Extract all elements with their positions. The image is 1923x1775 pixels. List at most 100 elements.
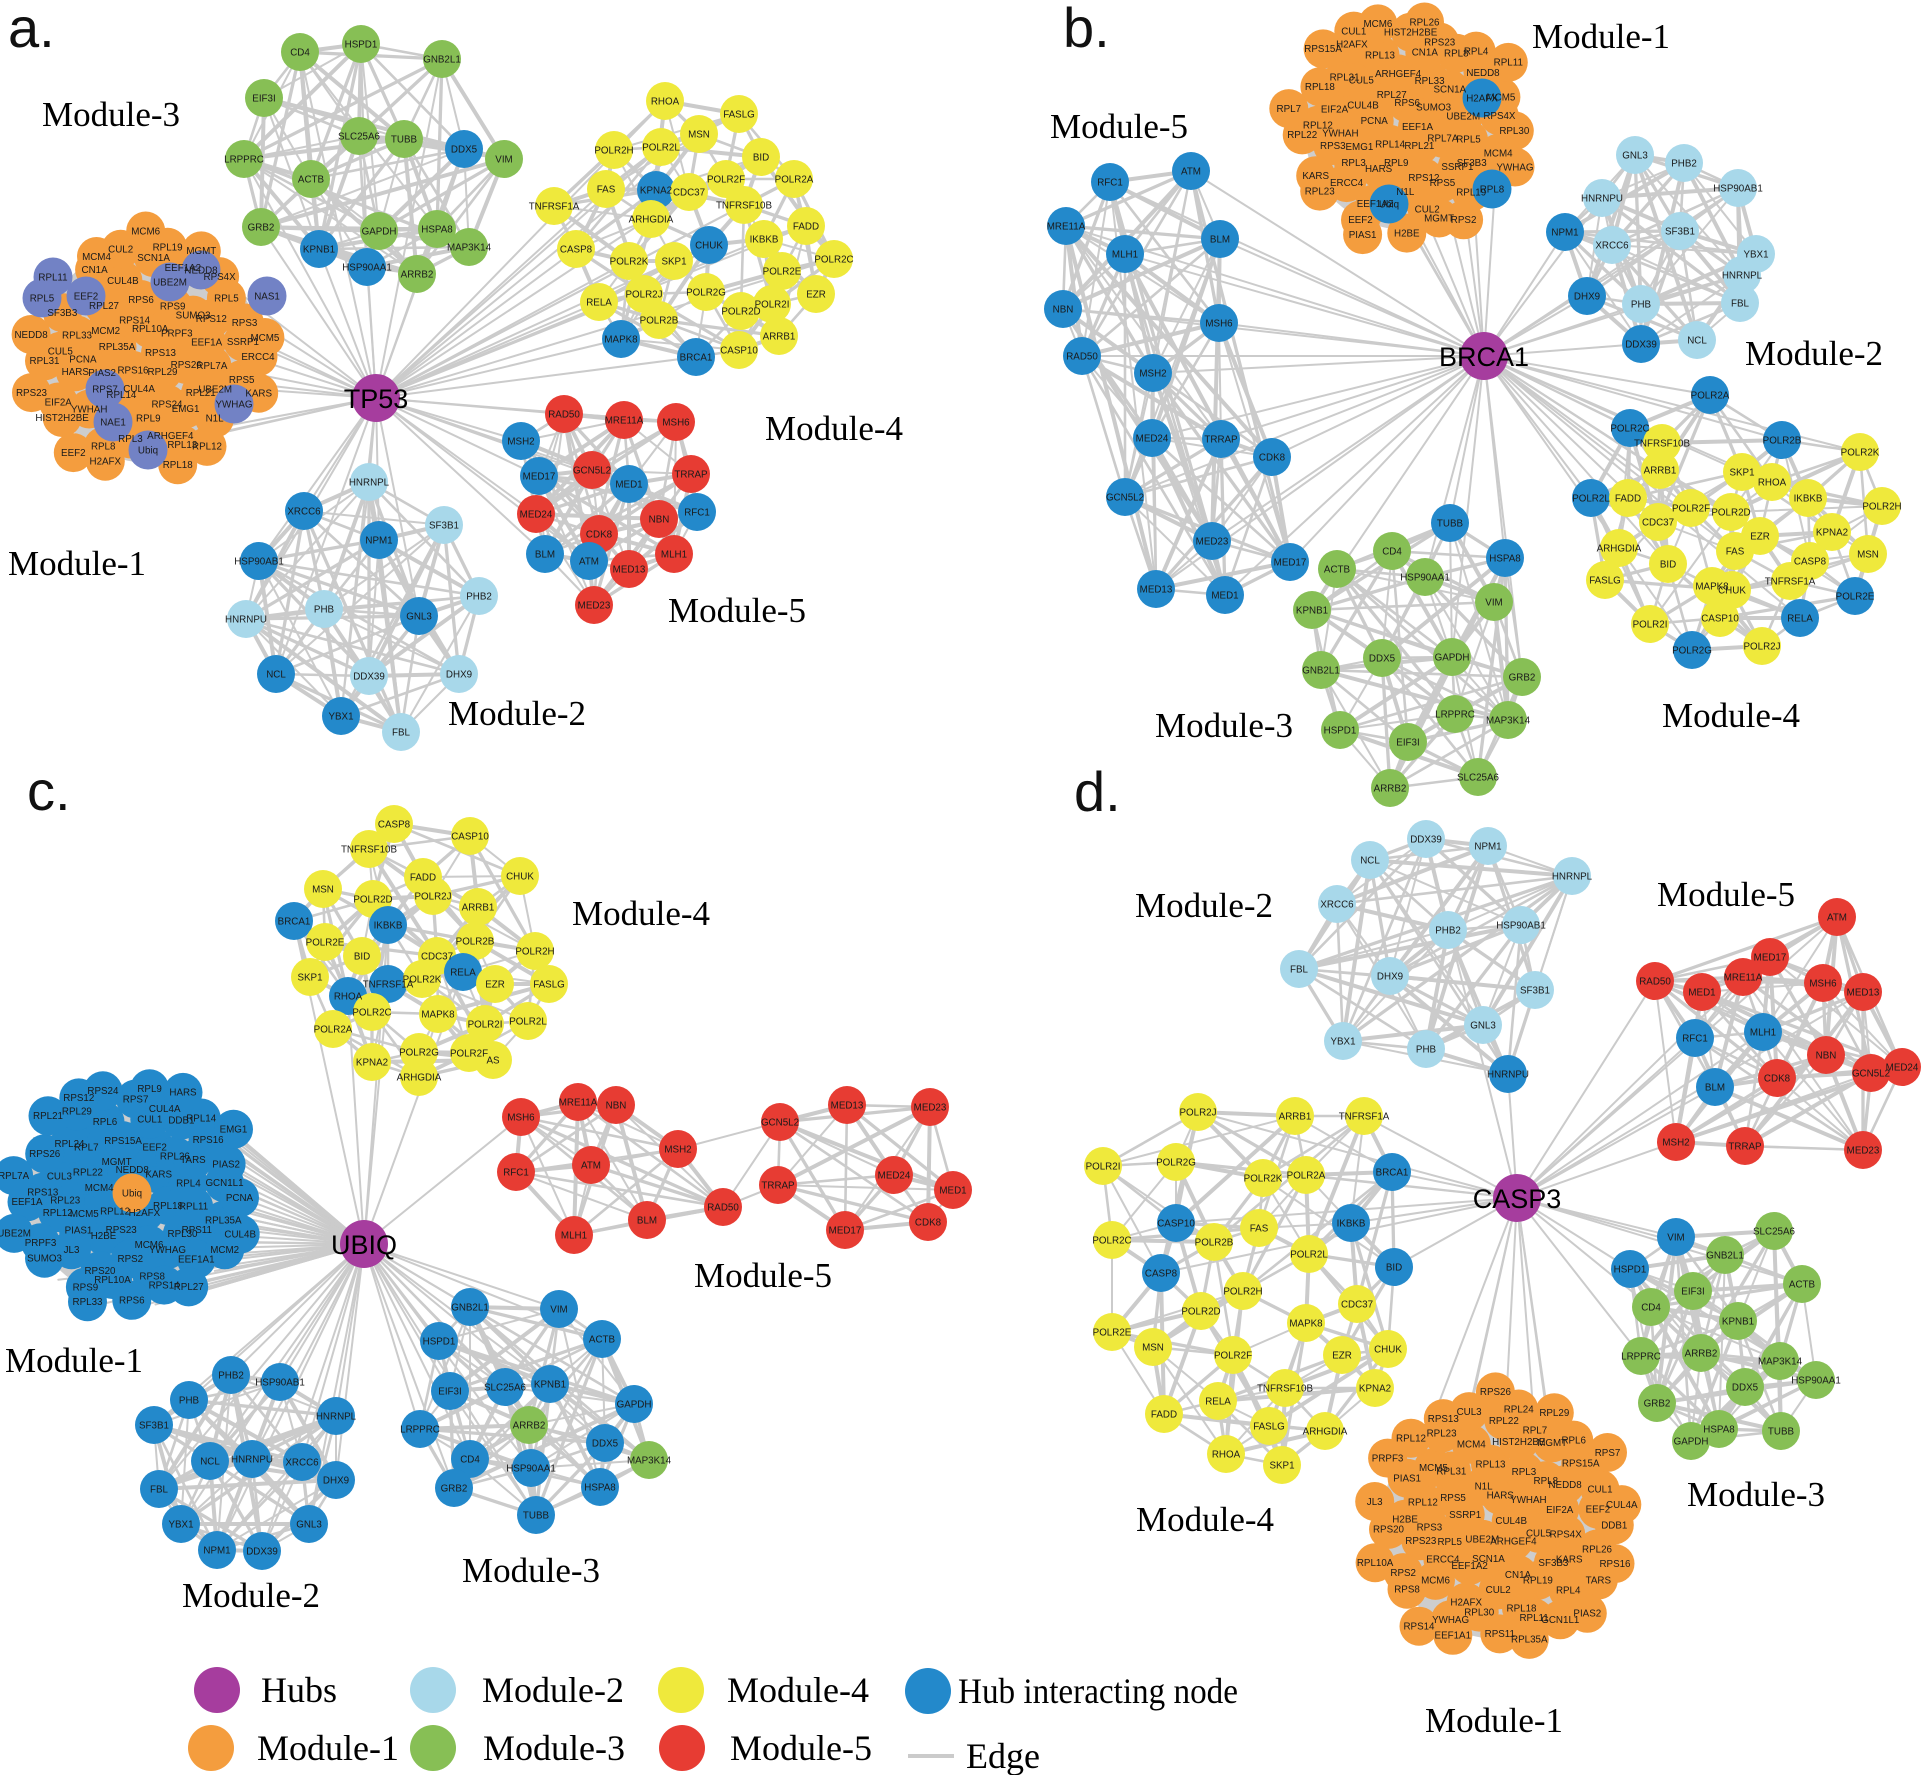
svg-text:DDX5: DDX5 (451, 144, 478, 155)
svg-text:MLH1: MLH1 (661, 549, 687, 560)
svg-text:PIAS1: PIAS1 (1349, 230, 1377, 241)
svg-text:MLH1: MLH1 (561, 1230, 587, 1241)
svg-text:CDK8: CDK8 (1259, 452, 1286, 463)
svg-text:HSP90AA1: HSP90AA1 (506, 1463, 556, 1474)
svg-text:POLR2H: POLR2H (1223, 1286, 1262, 1297)
svg-text:VIM: VIM (1485, 597, 1502, 608)
svg-text:MED24: MED24 (878, 1170, 911, 1181)
svg-text:MAP3K14: MAP3K14 (1486, 715, 1531, 726)
svg-text:CASP3: CASP3 (1473, 1184, 1562, 1214)
svg-text:TRRAP: TRRAP (1204, 434, 1238, 445)
svg-text:CUL5: CUL5 (1526, 1529, 1552, 1540)
svg-text:FASLG: FASLG (1253, 1421, 1285, 1432)
svg-text:NBN: NBN (606, 1100, 627, 1111)
svg-text:UBE2M: UBE2M (1446, 112, 1480, 123)
svg-text:KPNA2: KPNA2 (356, 1057, 388, 1068)
svg-text:XRCC6: XRCC6 (1320, 899, 1354, 910)
svg-text:DDX39: DDX39 (1625, 339, 1657, 350)
svg-text:H2AFX: H2AFX (1466, 93, 1498, 104)
svg-text:POLR2K: POLR2K (403, 974, 442, 985)
svg-text:YWHAH: YWHAH (71, 404, 107, 415)
svg-text:GAPDH: GAPDH (1674, 1436, 1709, 1447)
svg-text:ARRB2: ARRB2 (1374, 783, 1407, 794)
svg-text:BID: BID (753, 152, 769, 163)
svg-text:CHUK: CHUK (506, 871, 534, 882)
svg-text:ERCC4: ERCC4 (241, 352, 275, 363)
svg-text:RPL9: RPL9 (1384, 158, 1409, 169)
svg-text:EEF1A: EEF1A (1402, 122, 1434, 133)
svg-text:KPNA2: KPNA2 (1816, 527, 1848, 538)
svg-text:RPL30: RPL30 (1464, 1607, 1495, 1618)
svg-text:CASP10: CASP10 (1157, 1218, 1195, 1229)
svg-text:RPL33: RPL33 (62, 330, 93, 341)
svg-text:CUL4B: CUL4B (107, 276, 139, 287)
svg-text:NEDD8: NEDD8 (184, 265, 218, 276)
svg-text:GCN5L2: GCN5L2 (1852, 1068, 1890, 1079)
svg-text:POLR2E: POLR2E (1836, 591, 1875, 602)
svg-text:SF3B3: SF3B3 (47, 308, 78, 319)
svg-text:RPL7A: RPL7A (0, 1171, 30, 1182)
svg-text:CUL1: CUL1 (1341, 26, 1366, 37)
svg-text:POLR2E: POLR2E (306, 937, 345, 948)
svg-text:YBX1: YBX1 (1330, 1036, 1355, 1047)
svg-text:EEF1A: EEF1A (11, 1197, 43, 1208)
svg-text:POLR2C: POLR2C (352, 1007, 391, 1018)
svg-text:RPS15A: RPS15A (1562, 1459, 1600, 1470)
svg-text:RPS16: RPS16 (117, 366, 149, 377)
svg-text:d.: d. (1074, 760, 1121, 823)
svg-text:ERCC4: ERCC4 (1426, 1555, 1460, 1566)
svg-text:Module-5: Module-5 (1050, 107, 1188, 146)
svg-text:RPL8: RPL8 (1480, 184, 1505, 195)
svg-text:MCM5: MCM5 (250, 333, 279, 344)
svg-text:IKBKB: IKBKB (1337, 1218, 1366, 1229)
svg-text:HIST2H2BE: HIST2H2BE (1492, 1437, 1546, 1448)
svg-text:PRPF3: PRPF3 (161, 328, 193, 339)
svg-text:LRPPRC: LRPPRC (400, 1424, 440, 1435)
svg-text:EMG1: EMG1 (172, 404, 200, 415)
svg-text:CUL4B: CUL4B (1495, 1516, 1527, 1527)
svg-text:TNFRSF1A: TNFRSF1A (1339, 1111, 1390, 1122)
svg-text:H2AFX: H2AFX (1450, 1597, 1482, 1608)
svg-text:RPS20: RPS20 (84, 1266, 116, 1277)
svg-text:HSPA8: HSPA8 (1703, 1424, 1735, 1435)
svg-text:Module-3: Module-3 (1687, 1475, 1825, 1514)
svg-text:KARS: KARS (145, 1169, 172, 1180)
svg-text:RPL11: RPL11 (1494, 58, 1523, 69)
svg-text:SLC25A6: SLC25A6 (338, 131, 380, 142)
svg-text:POLR2E: POLR2E (1093, 1327, 1132, 1338)
svg-text:RPS2: RPS2 (1451, 215, 1477, 226)
svg-text:FBL: FBL (392, 727, 411, 738)
svg-text:RPL19: RPL19 (1456, 187, 1486, 198)
svg-text:Ubiq: Ubiq (138, 445, 158, 456)
svg-text:Module-2: Module-2 (482, 1670, 624, 1710)
svg-text:CUL2: CUL2 (108, 245, 133, 256)
svg-text:RPL12: RPL12 (1303, 121, 1333, 132)
svg-text:HARS: HARS (169, 1088, 197, 1099)
svg-text:VIM: VIM (550, 1304, 567, 1315)
svg-text:FADD: FADD (1615, 493, 1641, 504)
svg-text:EEF1A2: EEF1A2 (1451, 1561, 1488, 1572)
svg-text:SUMO3: SUMO3 (27, 1254, 62, 1265)
svg-text:RPS11: RPS11 (182, 1225, 212, 1236)
svg-text:RPL10A: RPL10A (1357, 1558, 1394, 1569)
svg-text:POLR2K: POLR2K (1841, 447, 1880, 458)
svg-text:EIF3I: EIF3I (1396, 737, 1419, 748)
svg-text:POLR2I: POLR2I (468, 1019, 503, 1030)
svg-text:RPL19: RPL19 (1523, 1576, 1553, 1587)
svg-text:CASP10: CASP10 (1701, 613, 1739, 624)
svg-text:RELA: RELA (586, 297, 612, 308)
svg-text:POLR2F: POLR2F (1672, 503, 1710, 514)
svg-text:RPL26: RPL26 (160, 1152, 191, 1163)
svg-text:MCM5: MCM5 (1419, 1463, 1448, 1474)
svg-text:RPS26: RPS26 (171, 360, 203, 371)
svg-text:MCM2: MCM2 (210, 1245, 239, 1256)
svg-text:LRPPRC: LRPPRC (224, 154, 264, 165)
svg-text:NBN: NBN (1816, 1050, 1837, 1061)
svg-text:MAP3K14: MAP3K14 (447, 242, 492, 253)
svg-text:DDX5: DDX5 (592, 1438, 619, 1449)
svg-text:MAP3K14: MAP3K14 (1758, 1356, 1803, 1367)
svg-text:EEF2: EEF2 (1586, 1505, 1611, 1516)
svg-text:RPL5: RPL5 (30, 293, 55, 304)
svg-text:RPL9: RPL9 (137, 1084, 162, 1095)
svg-text:RPL5: RPL5 (1437, 1537, 1462, 1548)
